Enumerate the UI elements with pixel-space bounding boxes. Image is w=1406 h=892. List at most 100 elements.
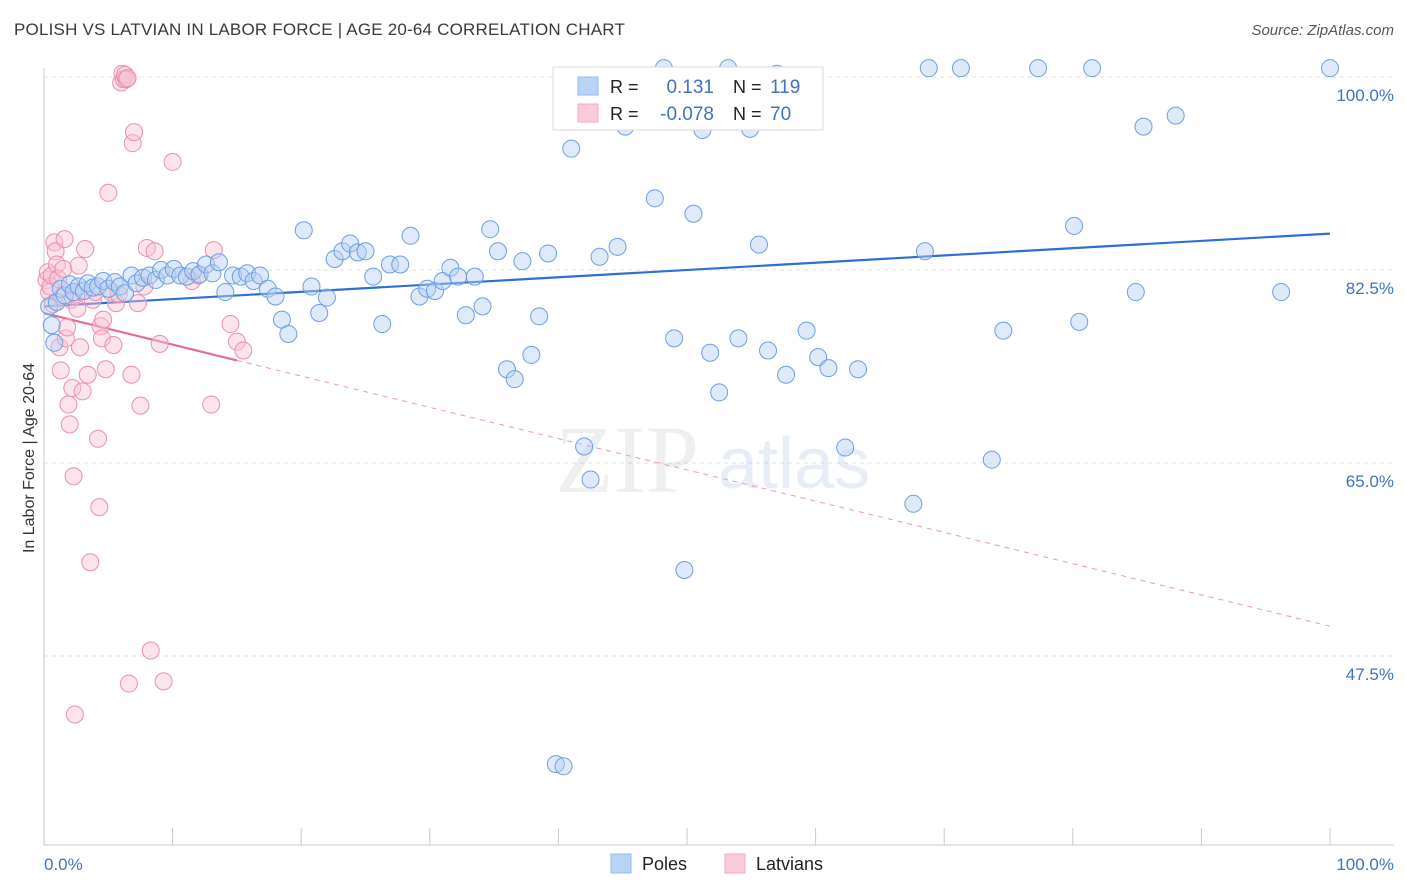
- watermark-zip: ZIP: [555, 406, 699, 513]
- latvians-point: [204, 241, 223, 260]
- poles-point: [522, 345, 541, 364]
- latvians-point: [59, 395, 78, 414]
- latvians-point: [154, 672, 173, 691]
- poles-point: [325, 249, 344, 268]
- latvians-point: [54, 259, 73, 278]
- latvians-point: [104, 335, 123, 354]
- poles-point: [1126, 283, 1145, 302]
- poles-point: [465, 267, 484, 286]
- poles-point: [1321, 59, 1339, 78]
- poles-point: [562, 139, 581, 158]
- axes: [43, 68, 1394, 846]
- poles-point: [146, 270, 165, 289]
- chart-source: Source: ZipAtlas.com: [1251, 22, 1394, 39]
- poles-point: [391, 255, 410, 274]
- poles-point: [759, 341, 778, 360]
- latvians-point: [131, 396, 150, 415]
- poles-point: [539, 244, 558, 263]
- chart-title: POLISH VS LATVIAN IN LABOR FORCE | AGE 2…: [14, 20, 626, 39]
- poles-point: [505, 370, 524, 389]
- latvians-trend-extension: [236, 359, 1331, 627]
- poles-point: [380, 255, 399, 274]
- poles-point: [45, 333, 64, 352]
- poles-n-label: N =: [733, 77, 762, 97]
- latvians-point: [73, 382, 92, 401]
- poles-point: [777, 365, 796, 384]
- poles-point: [645, 189, 664, 208]
- latvians-point: [58, 318, 77, 337]
- poles-point: [729, 329, 748, 348]
- x-ticks: [43, 828, 1331, 845]
- poles-point: [158, 266, 177, 285]
- poles-point: [203, 264, 222, 283]
- poles-point: [809, 348, 828, 367]
- poles-point: [982, 450, 1001, 469]
- latvians-point: [81, 553, 100, 572]
- poles-point: [116, 284, 135, 303]
- latvians-trend-line: [43, 311, 238, 362]
- poles-n-value: 119: [770, 77, 800, 98]
- latvians-point: [163, 152, 182, 171]
- poles-point: [190, 265, 209, 284]
- latvians-point: [119, 674, 138, 693]
- poles-point: [994, 321, 1013, 340]
- latvians-point: [227, 332, 246, 351]
- poles-point: [456, 306, 475, 325]
- latvians-point: [109, 285, 128, 304]
- poles-point: [258, 279, 277, 298]
- poles-point: [333, 242, 352, 261]
- poles-point: [1029, 59, 1048, 78]
- poles-point: [530, 307, 549, 326]
- poles-point: [279, 324, 298, 343]
- poles-point: [581, 470, 600, 489]
- latvians-point: [76, 240, 95, 259]
- poles-point: [608, 237, 627, 256]
- latvians-point: [145, 242, 164, 261]
- latvians-point: [141, 641, 160, 660]
- poles-point: [1070, 312, 1089, 331]
- latvians-point: [94, 310, 113, 329]
- poles-r-value: 0.131: [666, 77, 714, 98]
- poles-point: [701, 343, 720, 362]
- poles-point: [99, 279, 118, 298]
- latvians-legend-label: Latvians: [756, 854, 823, 874]
- latvians-point: [234, 341, 253, 360]
- latvians-point: [96, 360, 115, 379]
- poles-point: [849, 360, 868, 379]
- latvians-point: [122, 365, 141, 384]
- poles-point: [473, 297, 492, 316]
- stats-legend: R = 0.131 N = 119 R = -0.078 N = 70: [552, 66, 824, 131]
- latvians-point: [46, 242, 65, 261]
- poles-point: [904, 494, 923, 513]
- latvians-point: [60, 415, 79, 434]
- poles-point: [750, 235, 769, 254]
- latvians-point: [89, 429, 108, 448]
- y-tick-label: 47.5%: [1346, 665, 1394, 684]
- poles-r-label: R =: [610, 77, 639, 97]
- latvians-point: [65, 705, 84, 724]
- poles-point: [1083, 59, 1102, 78]
- latvians-point: [92, 329, 111, 348]
- y-axis-label: In Labor Force | Age 20-64: [21, 363, 38, 553]
- latvians-n-value: 70: [770, 104, 791, 125]
- latvians-point: [150, 334, 169, 353]
- latvians-point: [63, 379, 82, 398]
- poles-point: [919, 59, 938, 78]
- latvians-point: [51, 361, 70, 380]
- poles-point: [675, 560, 694, 579]
- poles-point: [83, 278, 102, 297]
- latvians-point: [99, 183, 118, 202]
- poles-point: [401, 226, 420, 245]
- latvians-swatch: [724, 853, 746, 874]
- latvians-point: [117, 70, 136, 89]
- poles-point: [488, 242, 507, 261]
- latvians-points: [37, 64, 253, 724]
- latvians-point: [128, 294, 147, 313]
- latvians-n-label: N =: [733, 104, 762, 124]
- poles-point: [251, 266, 270, 285]
- grid-lines: [44, 76, 1394, 657]
- latvians-legend-swatch: [577, 103, 599, 123]
- poles-point: [1166, 106, 1185, 125]
- poles-point: [310, 304, 329, 323]
- poles-point: [348, 243, 367, 262]
